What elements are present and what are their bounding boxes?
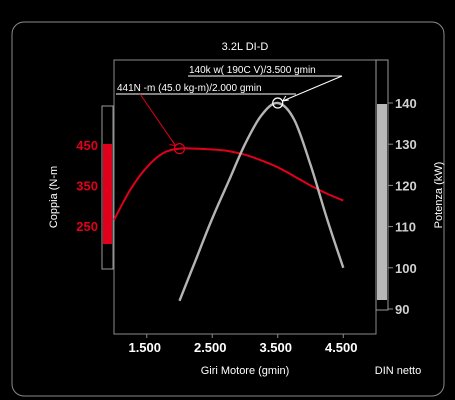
right-axis-ticks: 140 130 120 110 100 90 xyxy=(388,96,417,317)
right-axis-bar xyxy=(375,59,389,311)
right-tick-label: 90 xyxy=(395,302,409,317)
right-tick-label: 140 xyxy=(395,96,417,111)
left-tick-label: 450 xyxy=(76,138,98,153)
torque-peak-marker xyxy=(173,143,186,155)
power-curve xyxy=(178,101,345,302)
left-axis-label: Coppia (N-m xyxy=(48,166,60,228)
series-layer xyxy=(113,101,345,302)
left-axis-bar-fill xyxy=(103,144,112,244)
torque-curve xyxy=(113,147,344,221)
x-tick-label: 1.500 xyxy=(128,340,161,355)
right-tick-label: 120 xyxy=(395,178,417,193)
right-axis-label: Potenza (kW) xyxy=(433,162,445,229)
right-tick-label: 110 xyxy=(395,220,416,235)
annotation-layer: 441N -m (45.0 kg-m)/2.000 gmin 140k w( 1… xyxy=(116,65,343,155)
x-tick-label: 4.500 xyxy=(325,340,358,355)
right-axis-bar-fill xyxy=(377,104,387,300)
left-axis-ticks: 450 350 250 xyxy=(76,138,98,234)
torque-annotation-leader xyxy=(139,93,176,147)
x-axis-label: Giri Motore (gmin) xyxy=(201,365,290,377)
power-annotation: 140k w( 190C V)/3.500 gmin xyxy=(188,65,343,109)
footnote: DIN netto xyxy=(375,365,421,377)
power-annotation-label: 140k w( 190C V)/3.500 gmin xyxy=(189,65,316,76)
right-tick-label: 130 xyxy=(395,137,417,152)
x-tick-label: 3.500 xyxy=(259,340,292,355)
right-tick-label: 100 xyxy=(395,261,417,276)
left-tick-label: 250 xyxy=(76,219,98,234)
torque-annotation: 441N -m (45.0 kg-m)/2.000 gmin xyxy=(116,83,296,155)
left-tick-label: 350 xyxy=(76,179,98,194)
chart-title: 3.2L DI-D xyxy=(222,41,269,53)
chart-border xyxy=(11,21,445,397)
x-axis-ticks: 1.500 2.500 3.500 4.500 xyxy=(128,334,358,355)
x-tick-label: 2.500 xyxy=(194,340,227,355)
left-axis-bar xyxy=(101,105,114,270)
power-peak-marker xyxy=(272,97,284,109)
power-annotation-leader xyxy=(282,75,343,102)
torque-annotation-label: 441N -m (45.0 kg-m)/2.000 gmin xyxy=(117,83,262,94)
